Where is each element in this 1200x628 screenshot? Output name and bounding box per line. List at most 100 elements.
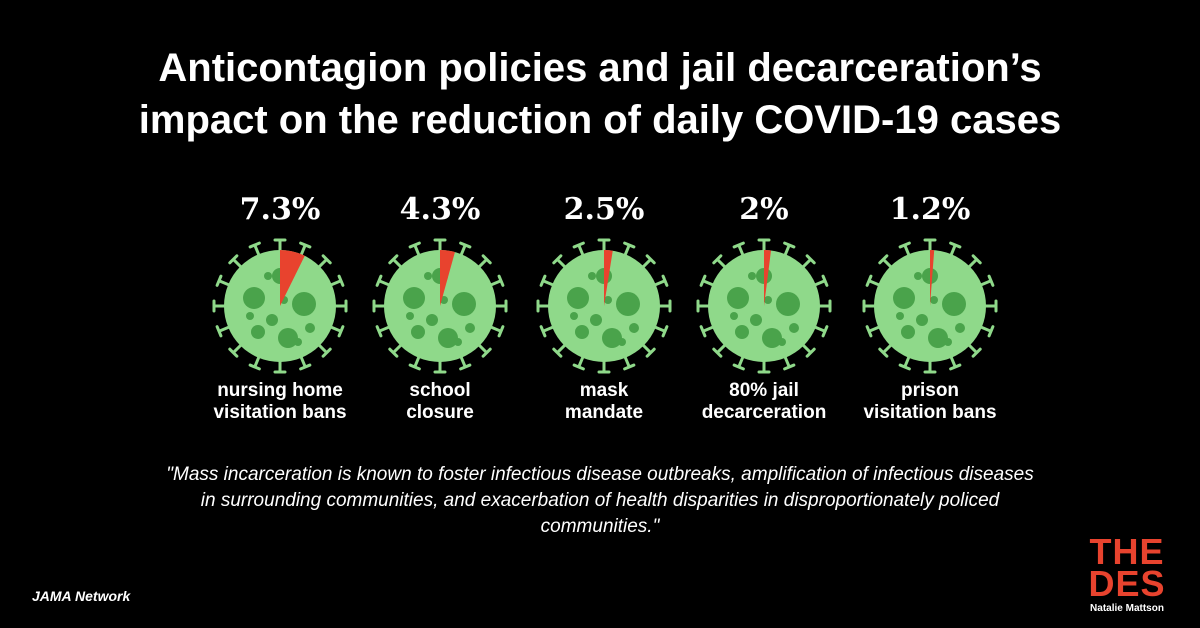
policy-item: 2% 80% jail decarceration bbox=[679, 190, 849, 424]
virus-spot bbox=[266, 314, 278, 326]
virus-spike-cap bbox=[497, 274, 505, 287]
source-credit: JAMA Network bbox=[32, 588, 131, 604]
virus-spot bbox=[629, 323, 639, 333]
virus-spike-cap bbox=[552, 347, 563, 358]
policy-item: 1.2% prison visitation bans bbox=[845, 190, 1015, 424]
virus-spike-cap bbox=[865, 325, 873, 338]
pie-slice bbox=[440, 250, 455, 306]
virus-spike-cap bbox=[481, 347, 492, 358]
value-label: 2.5% bbox=[563, 192, 645, 227]
category-label-line: visitation bans bbox=[863, 402, 997, 423]
virus-spike-cap bbox=[971, 254, 982, 265]
virus-spot bbox=[590, 314, 602, 326]
virus-spike-cap bbox=[337, 274, 345, 287]
virus-spot bbox=[292, 292, 316, 316]
pie-slice bbox=[604, 250, 613, 306]
virus-spike-cap bbox=[321, 254, 332, 265]
pie-slice bbox=[280, 250, 305, 306]
chart-title: Anticontagion policies and jail decarcer… bbox=[0, 42, 1200, 146]
virus-spike-cap bbox=[699, 274, 707, 287]
virus-spike-cap bbox=[459, 363, 472, 371]
virus-spike-cap bbox=[299, 241, 312, 249]
logo-line-1: THE bbox=[1089, 531, 1165, 572]
virus-spot bbox=[735, 325, 749, 339]
virus-spike-cap bbox=[228, 254, 239, 265]
virus-spike-cap bbox=[459, 241, 472, 249]
virus-spike-cap bbox=[949, 241, 962, 249]
virus-spike-cap bbox=[949, 363, 962, 371]
virus-icon bbox=[372, 238, 508, 374]
virus-spike-cap bbox=[987, 325, 995, 338]
category-label-line: mask bbox=[579, 380, 629, 401]
virus-spike-cap bbox=[805, 254, 816, 265]
virus-spot bbox=[930, 296, 938, 304]
virus-spike-cap bbox=[971, 347, 982, 358]
virus-icon bbox=[696, 238, 832, 374]
virus-icon bbox=[536, 238, 672, 374]
virus-spike-cap bbox=[805, 347, 816, 358]
virus-spike-cap bbox=[783, 363, 796, 371]
virus-spot bbox=[305, 323, 315, 333]
virus-spot bbox=[750, 314, 762, 326]
virus-spike-cap bbox=[388, 347, 399, 358]
virus-spike-cap bbox=[539, 325, 547, 338]
value-label: 7.3% bbox=[239, 192, 321, 227]
virus-spike-cap bbox=[878, 254, 889, 265]
virus-spike-cap bbox=[865, 274, 873, 287]
policy-item: 4.3% school closure bbox=[355, 190, 525, 424]
virus-spot bbox=[403, 287, 425, 309]
virus-spot bbox=[916, 314, 928, 326]
virus-spot bbox=[251, 325, 265, 339]
title-line-1: Anticontagion policies and jail decarcer… bbox=[158, 46, 1042, 90]
quote-text: "Mass incarceration is known to foster i… bbox=[166, 464, 1034, 537]
virus-spot bbox=[789, 323, 799, 333]
virus-spike-cap bbox=[878, 347, 889, 358]
policy-item: 7.3% nursing home visitation bans bbox=[195, 190, 365, 424]
category-label: nursing home visitation bans bbox=[195, 380, 365, 424]
virus-spike-cap bbox=[228, 347, 239, 358]
category-label: school closure bbox=[355, 380, 525, 424]
virus-icon bbox=[212, 238, 348, 374]
virus-spike-cap bbox=[299, 363, 312, 371]
virus-spot bbox=[570, 312, 578, 320]
logo-line-2: DES bbox=[1088, 563, 1166, 604]
virus-spike-cap bbox=[783, 241, 796, 249]
virus-spot bbox=[567, 287, 589, 309]
logo-credit: Natalie Mattson bbox=[1090, 603, 1164, 614]
category-label-line: 80% jail bbox=[729, 380, 799, 401]
virus-spot bbox=[411, 325, 425, 339]
virus-spike-cap bbox=[248, 363, 261, 371]
virus-spike-cap bbox=[661, 325, 669, 338]
title-line-2: impact on the reduction of daily COVID-1… bbox=[138, 98, 1062, 142]
virus-spot bbox=[944, 338, 952, 346]
virus-spot bbox=[896, 312, 904, 320]
virus-spike-cap bbox=[712, 254, 723, 265]
virus-spike-cap bbox=[337, 325, 345, 338]
virus-spike-cap bbox=[645, 254, 656, 265]
virus-spike-cap bbox=[497, 325, 505, 338]
virus-spike-cap bbox=[623, 241, 636, 249]
virus-spike-cap bbox=[699, 325, 707, 338]
category-label-line: closure bbox=[406, 402, 474, 423]
virus-spot bbox=[776, 292, 800, 316]
virus-spike-cap bbox=[732, 241, 745, 249]
virus-spike-cap bbox=[215, 325, 223, 338]
virus-spot bbox=[893, 287, 915, 309]
virus-spot bbox=[748, 272, 756, 280]
pie-slice bbox=[930, 250, 935, 306]
category-label-line: mandate bbox=[564, 402, 644, 423]
virus-spike-cap bbox=[408, 241, 421, 249]
pie-slice bbox=[764, 250, 772, 306]
virus-spike-cap bbox=[987, 274, 995, 287]
virus-spike-cap bbox=[821, 274, 829, 287]
virus-spot bbox=[778, 338, 786, 346]
virus-spot bbox=[588, 272, 596, 280]
virus-spot bbox=[294, 338, 302, 346]
virus-spot bbox=[942, 292, 966, 316]
virus-spot bbox=[424, 272, 432, 280]
virus-spike-cap bbox=[375, 274, 383, 287]
virus-spike-cap bbox=[321, 347, 332, 358]
virus-spike-cap bbox=[645, 347, 656, 358]
virus-spike-cap bbox=[215, 274, 223, 287]
virus-spot bbox=[452, 292, 476, 316]
